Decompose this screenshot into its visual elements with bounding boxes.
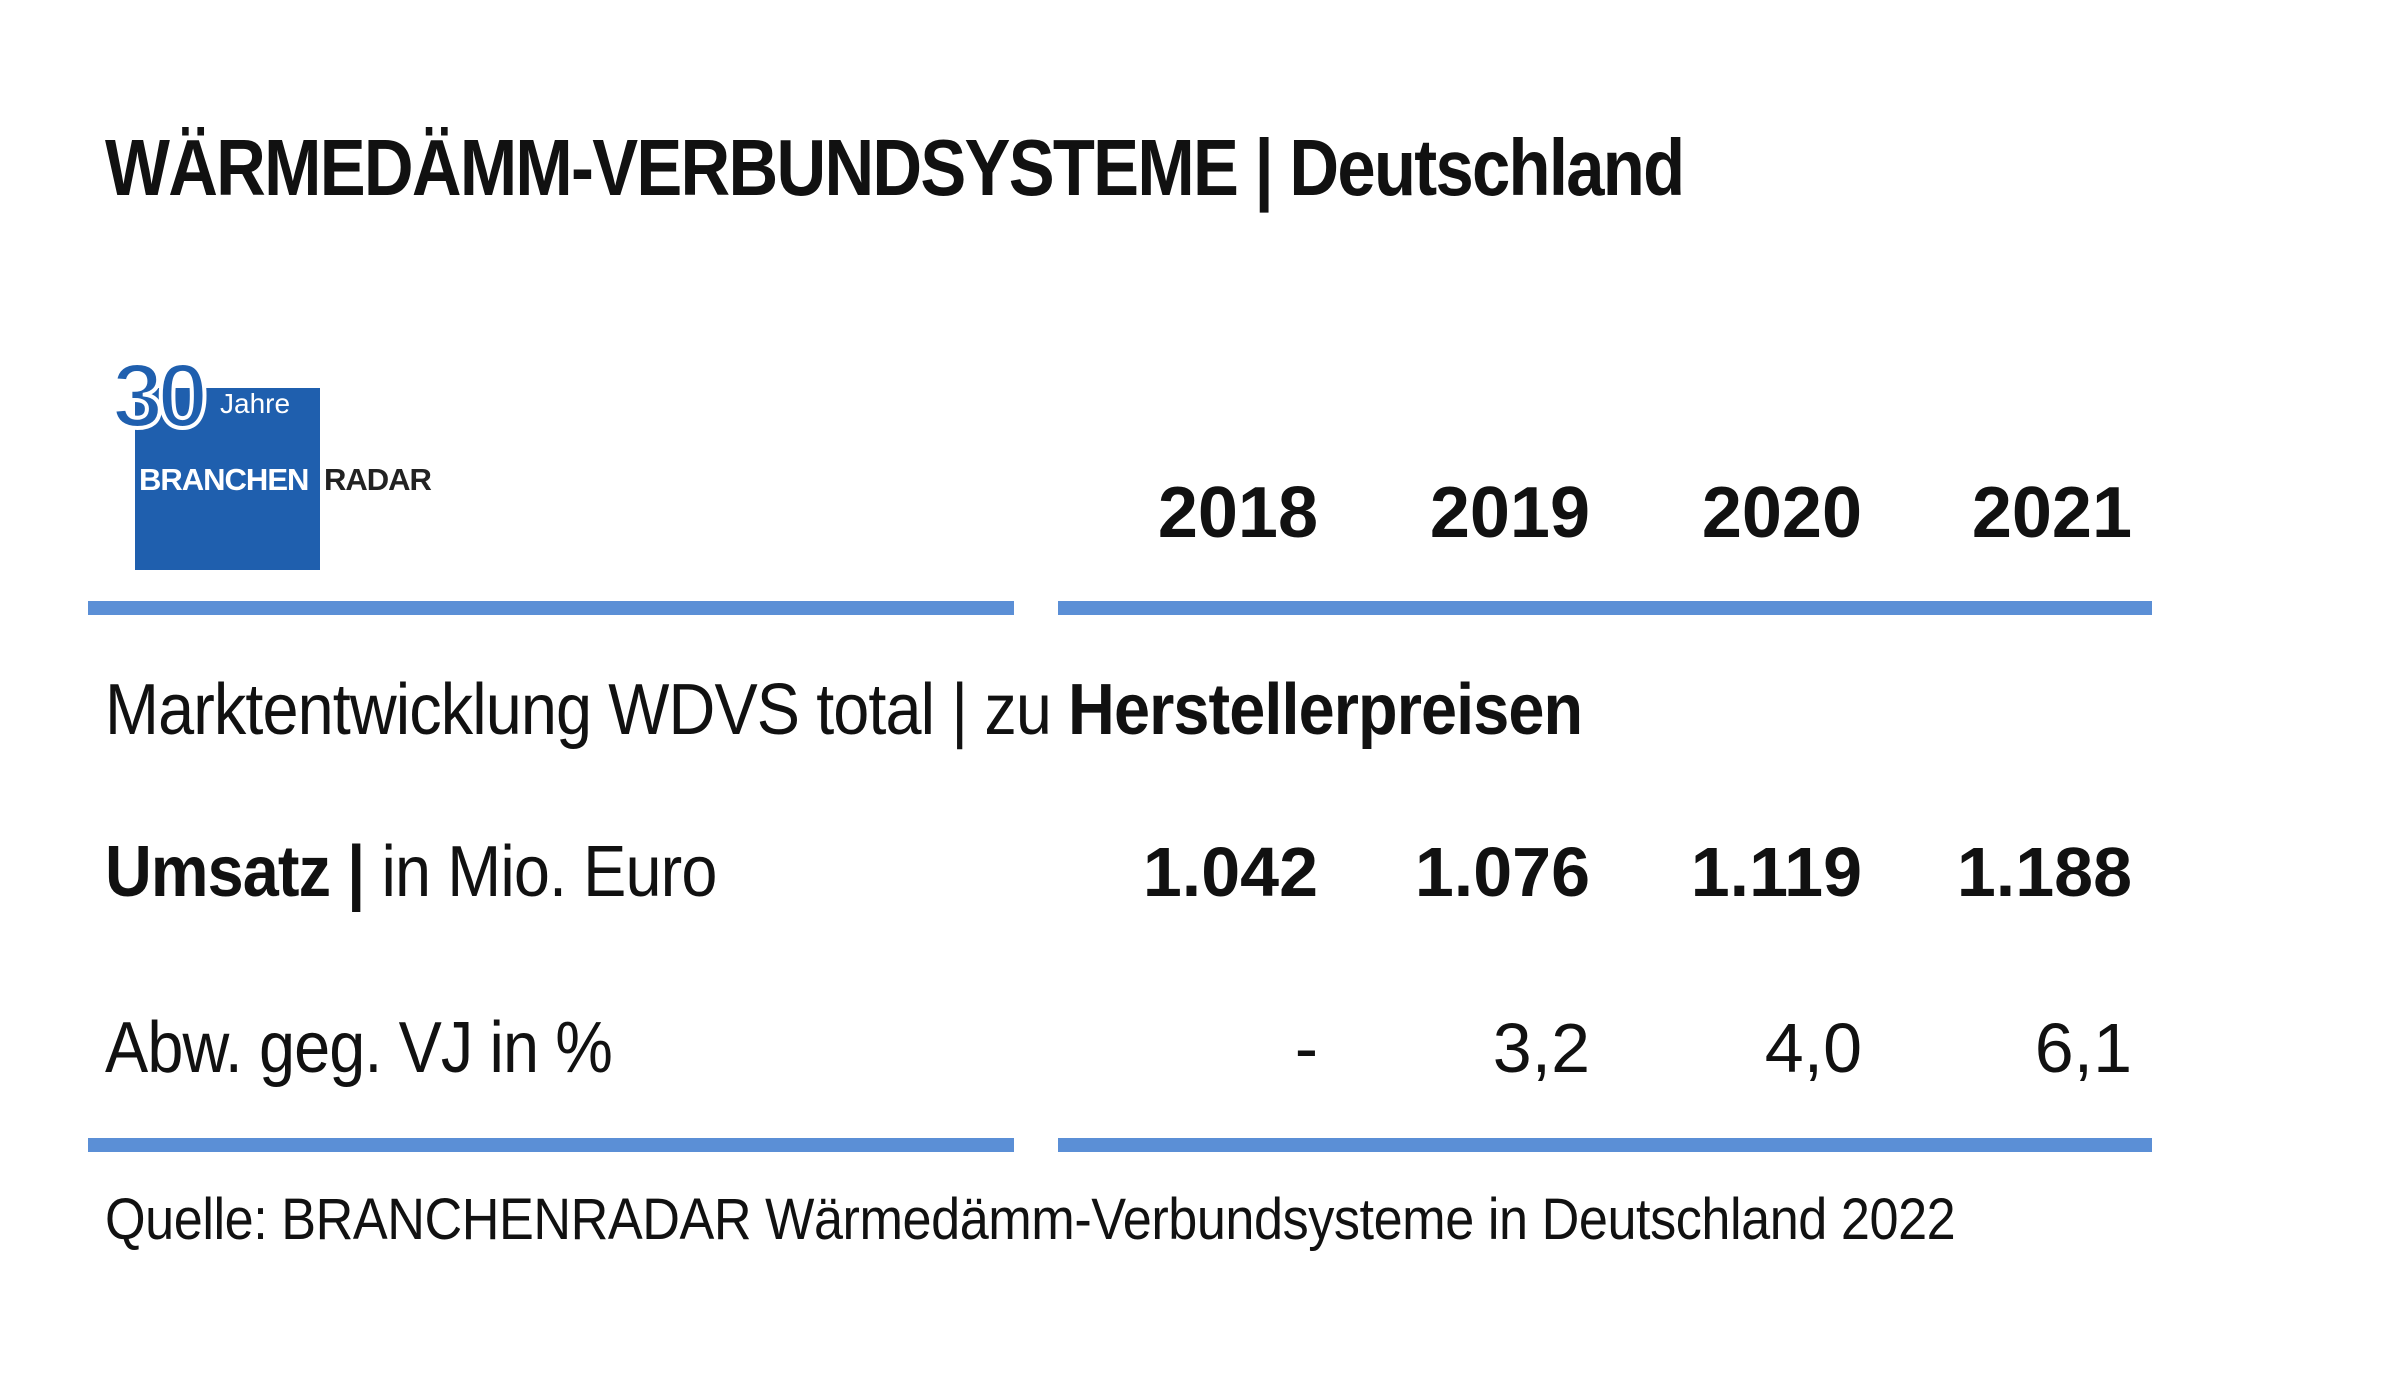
abweichung-2020: 4,0 <box>1764 1009 1862 1087</box>
umsatz-2020: 1.119 <box>1690 833 1862 911</box>
umsatz-2019: 1.076 <box>1414 833 1590 911</box>
header-rule-left <box>88 601 1014 615</box>
row-label-abweichung-text: Abw. geg. VJ in % <box>105 1008 613 1088</box>
umsatz-2018: 1.042 <box>1142 833 1318 911</box>
logo-radar-text: RADAR <box>324 462 432 497</box>
logo-branchen-text: BRANCHEN <box>139 462 309 497</box>
branchenradar-logo: 30 Jahre BRANCHEN RADAR <box>110 344 452 573</box>
row-label-umsatz-normal: in Mio. Euro <box>364 832 718 912</box>
source-note: Quelle: BRANCHENRADAR Wärmedämm-Verbunds… <box>105 1187 1956 1252</box>
row-label-umsatz-bold: Umsatz | <box>105 832 365 912</box>
section-heading-bold: Herstellerpreisen <box>1068 670 1583 750</box>
logo-30-number: 30 <box>110 344 210 448</box>
footer-rule-right <box>1058 1138 2152 1152</box>
section-heading: Marktentwicklung WDVS total | zu Herstel… <box>105 665 1583 755</box>
logo-square <box>135 388 320 570</box>
header-rule-right <box>1058 601 2152 615</box>
footer-rule-left <box>88 1138 1014 1152</box>
row-label-umsatz: Umsatz | in Mio. Euro <box>105 827 718 917</box>
year-header-2018: 2018 <box>1157 473 1318 553</box>
umsatz-2021: 1.188 <box>1956 833 2132 911</box>
abweichung-2019: 3,2 <box>1492 1009 1590 1087</box>
year-header-2021: 2021 <box>1971 473 2132 553</box>
abweichung-2021: 6,1 <box>2034 1009 2132 1087</box>
year-header-2019: 2019 <box>1429 473 1590 553</box>
abweichung-2018: - <box>1294 1009 1318 1087</box>
logo-jahre-text: Jahre <box>220 388 291 419</box>
row-label-abweichung: Abw. geg. VJ in % <box>105 1003 613 1093</box>
section-heading-normal: Marktentwicklung WDVS total | zu <box>105 670 1069 750</box>
page-title: WÄRMEDÄMM-VERBUNDSYSTEME | Deutschland <box>105 123 1685 212</box>
year-header-2020: 2020 <box>1701 473 1862 553</box>
